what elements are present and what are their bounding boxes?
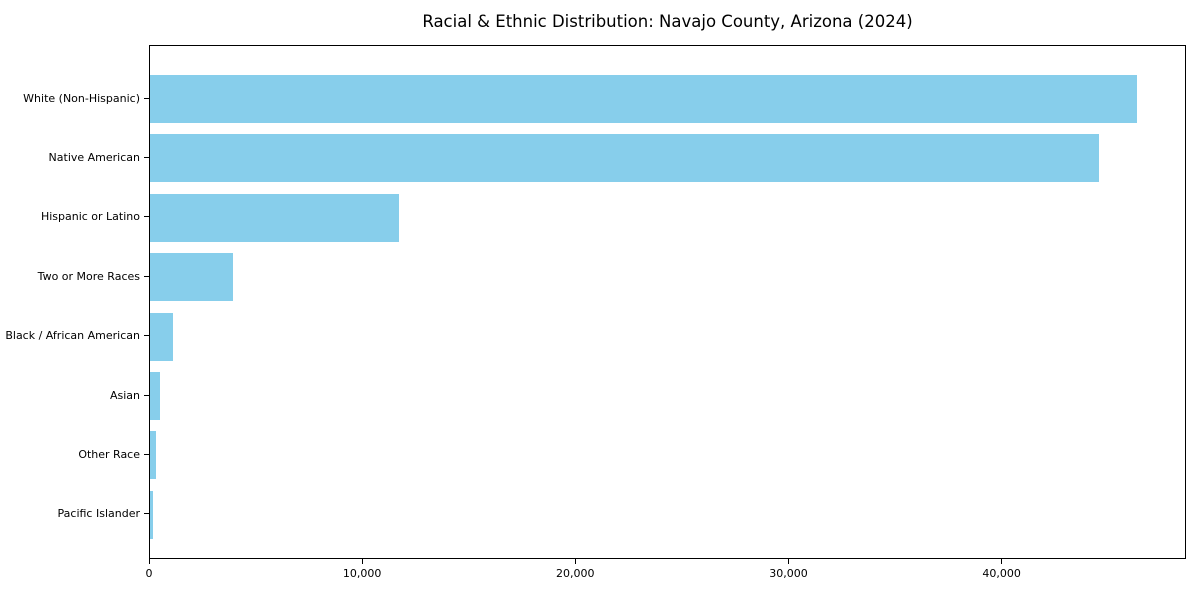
y-tick-mark — [144, 335, 149, 337]
y-tick-mark — [144, 453, 149, 455]
x-axis-tick-label: 0 — [145, 567, 153, 580]
bar-pacific-islander — [150, 490, 153, 539]
y-tick-mark — [144, 513, 149, 515]
bar-black-african-american — [150, 312, 174, 361]
y-tick-mark — [144, 275, 149, 277]
x-axis-tick-label: 40,000 — [982, 567, 1021, 580]
x-axis-tick-label: 20,000 — [556, 567, 595, 580]
bar-two-or-more-races — [150, 253, 234, 302]
y-tick-mark — [144, 394, 149, 396]
y-axis-label-native-american: Native American — [48, 150, 140, 164]
bar-hispanic-or-latino — [150, 193, 400, 242]
x-tick-mark — [787, 559, 789, 564]
x-tick-mark — [361, 559, 363, 564]
y-tick-mark — [144, 97, 149, 99]
y-axis-label-black-african-american: Black / African American — [5, 329, 140, 343]
y-axis-label-other-race: Other Race — [78, 447, 140, 461]
y-axis-label-pacific-islander: Pacific Islander — [57, 507, 140, 521]
y-axis-label-hispanic-or-latino: Hispanic or Latino — [40, 210, 140, 224]
x-axis-tick-label: 30,000 — [769, 567, 808, 580]
x-tick-mark — [574, 559, 576, 564]
bar-asian — [150, 372, 160, 420]
x-tick-mark — [1001, 559, 1003, 564]
y-axis-label-asian: Asian — [109, 388, 140, 402]
chart-title: Racial & Ethnic Distribution: Navajo Cou… — [422, 12, 913, 31]
y-axis-label-white-non-hispanic: White (Non-Hispanic) — [23, 91, 140, 105]
y-tick-mark — [144, 156, 149, 158]
x-axis-tick-label: 10,000 — [342, 567, 382, 580]
y-axis-label-two-or-more-races: Two or More Races — [37, 269, 140, 283]
bar-native-american — [150, 134, 1099, 183]
y-tick-mark — [144, 216, 149, 218]
plot-area — [149, 45, 1186, 559]
x-tick-mark — [148, 559, 150, 564]
bar-white-non-hispanic — [150, 75, 1137, 123]
bar-other-race — [150, 431, 156, 480]
